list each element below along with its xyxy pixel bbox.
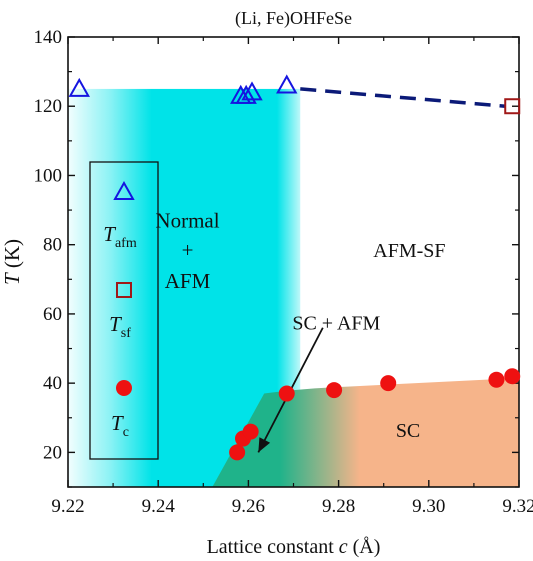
data-point-circle (229, 444, 246, 461)
y-tick-label: 60 (43, 304, 62, 325)
legend-box (89, 161, 159, 460)
data-point-circle (380, 375, 397, 392)
x-tick-label: 9.22 (51, 496, 84, 517)
y-axis-label-unit: (K) (0, 239, 24, 273)
x-tick-label: 9.30 (412, 496, 445, 517)
legend-marker-square (116, 282, 132, 298)
y-tick-label: 140 (34, 27, 63, 48)
normal-afm-label-line1: Normal (155, 208, 219, 232)
afm-sf-label: AFM-SF (373, 240, 445, 262)
y-tick-label: 120 (34, 96, 63, 117)
x-axis-label-var: c (339, 536, 348, 558)
y-tick-label: 20 (43, 442, 62, 463)
legend-marker-triangle (113, 180, 135, 200)
chart-title: (Li, Fe)OHFeSe (235, 8, 352, 29)
legend-label-sub: afm (115, 236, 137, 251)
x-tick-label: 9.32 (502, 496, 533, 517)
afm-sf-dashed-line (300, 87, 506, 108)
data-point-circle (278, 385, 295, 402)
data-point-circle (242, 423, 259, 440)
legend-label-c: Tc (111, 411, 129, 440)
y-tick-label: 40 (43, 373, 62, 394)
legend-label-sub: c (123, 425, 129, 440)
data-point-circle (488, 371, 505, 388)
data-point-circle (326, 382, 343, 399)
sc-afm-arrowhead (258, 437, 271, 453)
x-tick-label: 9.24 (142, 496, 176, 517)
x-axis-label-main: Lattice constant (207, 536, 339, 558)
sc-afm-label: SC + AFM (292, 313, 380, 335)
x-tick-label: 9.26 (232, 496, 265, 517)
y-tick-label: 80 (43, 235, 62, 256)
data-point-square (504, 98, 521, 115)
legend-marker-circle (116, 380, 132, 396)
x-tick-label: 9.28 (322, 496, 355, 517)
legend-label-base: T (103, 222, 116, 246)
sc-label: SC (396, 420, 420, 442)
sc-region (212, 377, 519, 487)
legend-label-afm: Tafm (103, 222, 137, 251)
legend-label-sub: sf (121, 326, 131, 341)
legend-label-sf: Tsf (109, 312, 131, 341)
y-axis-label-var: T (0, 272, 24, 285)
data-point-triangle (241, 81, 263, 101)
data-point-triangle (68, 77, 90, 97)
normal-afm-label-line2: + (182, 238, 194, 262)
data-point-circle (504, 368, 521, 385)
legend-label-base: T (111, 411, 124, 435)
y-tick-label: 100 (34, 165, 63, 186)
legend-label-base: T (109, 312, 122, 336)
data-point-triangle (235, 84, 257, 104)
x-axis-label: Lattice constant c (Å) (207, 536, 381, 558)
y-axis-label: T (K) (0, 239, 24, 285)
data-point-triangle (276, 74, 298, 94)
normal-afm-label-line3: AFM (165, 269, 211, 293)
x-axis-label-unit: (Å) (348, 536, 381, 558)
